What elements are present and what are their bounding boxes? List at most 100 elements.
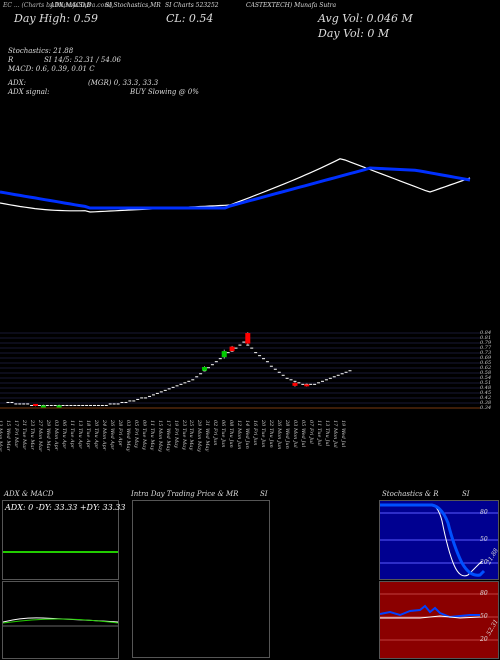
date-axis-label: 15 Mon May (156, 420, 163, 452)
rsi-prefix: R (8, 56, 14, 64)
intraday-panel-title: Intra Day Trading Price & MR (131, 490, 239, 498)
date-axis-label: 13 Thu Apr (76, 420, 83, 449)
intraday-panel-si: SI (260, 490, 268, 498)
date-axis-label: 11 Thu May (148, 420, 155, 451)
stoch-axis-50: 50 (480, 536, 488, 543)
macd-panel (2, 581, 119, 659)
date-axis-label: 13 Mon Mar (0, 420, 3, 452)
price-axis-label: 0.69 (480, 355, 492, 361)
date-axis-label: 09 Tue May (140, 420, 147, 450)
adx-panel-title: ADX & MACD (4, 490, 54, 498)
header-symbol: SI Charts 523252 (165, 2, 219, 9)
close-price: CL: 0.54 (166, 12, 214, 25)
adx-value: (MGR) 0, 33.3, 33.3 (88, 79, 159, 87)
day-volume: Day Vol: 0 M (318, 27, 390, 40)
date-axis-label: 25 Thu May (188, 420, 195, 451)
date-axis-label: 29 Mon May (196, 420, 203, 452)
rsi-panel: 80 50 20 52.31 (379, 581, 500, 659)
price-axis-label: 0.38 (480, 400, 492, 406)
date-axis-label: 07 Fri Jul (308, 420, 315, 444)
date-axis-label: 02 Fri Jun (212, 420, 219, 446)
date-axis-label: 15 Wed Mar (5, 420, 11, 451)
rsi-value: SI 14/5: 52.31 / 54.06 (44, 56, 121, 64)
candle-body (56, 405, 62, 408)
price-axis-label: 0.58 (480, 370, 492, 376)
price-axis-label: 0.51 (480, 380, 492, 386)
header-company: CASTEXTECH) Munafa Sutra (246, 2, 337, 9)
date-axis-label: 24 Mon Apr (100, 420, 107, 451)
header-rsi: SI,Stochastics,MR (105, 2, 161, 9)
stochastics-value: Stochastics: 21.88 (8, 47, 74, 55)
candle-body (245, 333, 251, 344)
date-axis-label: 06 Thu Apr (60, 420, 67, 449)
date-axis-label: 28 Wed Jun (284, 420, 291, 449)
adx-signal-label: ADX signal: (8, 88, 50, 96)
date-axis-label: 06 Tue Jun (220, 420, 227, 448)
date-axis-label: 27 Mon Mar (36, 420, 43, 452)
date-axis-label: 12 Mon Jun (236, 420, 243, 450)
price-axis-label: 0.45 (480, 390, 492, 396)
macd-value: MACD: 0.6, 0.39, 0.01 C (8, 65, 95, 73)
candle-body (202, 366, 208, 371)
date-axis-label: 21 Tue Mar (20, 420, 27, 450)
date-axis-label: 03 Mon Jul (292, 420, 299, 448)
date-axis-label: 03 Wed May (124, 420, 131, 452)
stoch-panel-si: SI (462, 490, 470, 498)
date-axis-label: 08 Thu Jun (228, 420, 235, 448)
adx-box-label: ADX: 0 -DY: 33.33 +DY: 33.33 (5, 503, 126, 512)
price-axis-label: 0.73 (480, 350, 492, 356)
avg-volume: Avg Vol: 0.046 M (318, 12, 413, 25)
intraday-panel (132, 500, 270, 658)
rsi-axis-20: 20 (480, 636, 488, 643)
price-axis-label: 0.54 (480, 375, 492, 381)
rsi-axis-50: 50 (480, 613, 488, 620)
date-axis-label: 29 Wed Mar (44, 420, 51, 451)
candle-body (40, 405, 46, 408)
price-axis-label: 0.81 (480, 335, 492, 341)
rsi-chart (380, 593, 498, 641)
stochastics-chart (380, 503, 498, 577)
date-axis-label: 11 Tue Jul (316, 420, 323, 446)
date-axis-label: 22 Thu Jun (268, 420, 275, 448)
price-axis-label: 0.77 (480, 345, 492, 351)
macd-chart (3, 617, 118, 627)
stoch-panel-title: Stochastics & R (382, 490, 439, 498)
date-axis-label: 16 Fri Jun (252, 420, 259, 446)
date-axis-label: 13 Thu Jul (324, 420, 331, 447)
date-axis-label: 17 Mon Jul (332, 420, 338, 448)
date-axis-label: 26 Mon Jun (276, 420, 283, 450)
price-axis-label: 0.65 (480, 360, 492, 366)
price-axis-label: 0.62 (480, 365, 492, 371)
date-axis-label: 18 Tue Apr (84, 420, 91, 449)
day-high: Day High: 0.59 (14, 12, 99, 25)
adx-label: ADX: (8, 79, 27, 87)
date-axis-label: 05 Fri May (132, 420, 139, 448)
date-axis-label: 28 Fri Apr (116, 420, 123, 447)
price-axis-label: 0.84 (480, 330, 492, 336)
adx-line (3, 551, 118, 553)
date-axis-label: 19 Wed Jul (340, 420, 346, 448)
date-axis-label: 19 Fri May (172, 420, 179, 448)
candle-body (292, 382, 298, 386)
date-axis-label: 11 Tue Apr (68, 420, 75, 449)
date-axis-label: 14 Wed Jun (244, 420, 251, 449)
header-charts-label: EC ... (Charts by MunafaSutra.com) (3, 2, 113, 9)
price-axis-label: 0.48 (480, 385, 492, 391)
price-axis-label: 0.34 (480, 405, 492, 411)
rsi-axis-80: 80 (480, 590, 488, 597)
date-axis-label: 17 Fri Mar (13, 420, 19, 448)
stoch-axis-20: 20 (480, 559, 488, 566)
adx-panel: ADX: 0 -DY: 33.33 +DY: 33.33 (2, 500, 125, 580)
header-indicators: ADX,MACD,B (50, 2, 92, 9)
date-axis-label: 23 Tue May (180, 420, 187, 450)
date-axis-label: 23 Thu Mar (28, 420, 35, 450)
candle-body (33, 403, 39, 406)
price-axis-label: 0.79 (480, 340, 492, 346)
date-axis-label: 03 Mon Apr (52, 420, 59, 451)
candle-body (229, 346, 235, 352)
date-axis-label: 20 Tue Jun (260, 420, 267, 448)
date-axis-label: 26 Wed Apr (108, 420, 115, 450)
stochastics-panel: 80 50 20 21.88 (379, 500, 500, 580)
candle-body (304, 384, 310, 387)
candle-body (221, 351, 227, 358)
